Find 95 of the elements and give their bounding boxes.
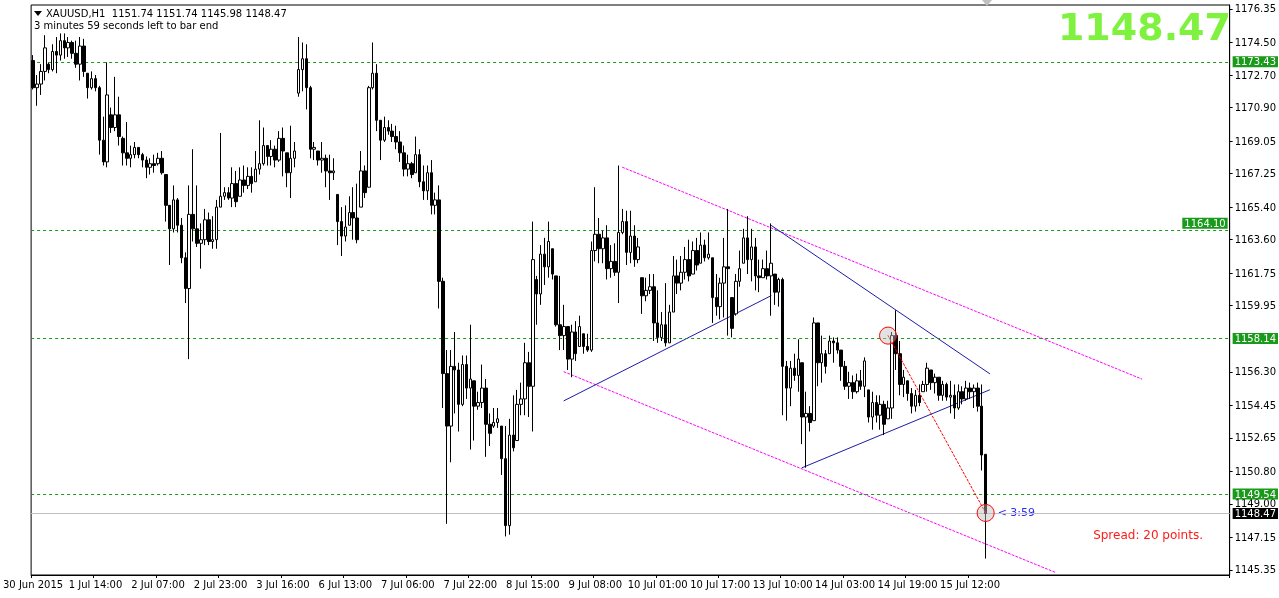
y-tick-label: 1163.60 [1234,234,1277,246]
ref-line-label: 1164.10 [1184,218,1226,230]
candlestick [972,383,976,409]
candlestick [289,125,292,199]
candlestick [66,36,70,58]
candlestick [769,222,773,317]
candlestick [531,221,535,432]
ref-line-label: 1148.47 [1234,507,1277,519]
candlestick [230,166,234,208]
ref-line-label: 1149.54 [1234,488,1277,500]
x-tick-label: 10 Jul 17:00 [690,578,751,590]
candlestick [55,36,58,74]
candlestick [605,224,609,280]
candlestick [269,139,273,166]
y-tick-label: 1172.70 [1234,69,1277,81]
y-tick-label: 1169.05 [1234,135,1277,147]
x-tick-label: 14 Jul 19:00 [877,578,938,590]
x-tick-label: 13 Jul 10:00 [752,578,813,590]
candlestick [523,342,527,416]
candlestick [832,336,835,364]
x-tick-label: 2 Jul 07:00 [131,578,185,590]
candlestick [145,155,148,179]
candlestick [242,165,246,194]
x-tick-label: 14 Jul 03:00 [815,578,876,590]
candlestick [617,165,620,304]
annotation: 1148.47 [1057,5,1231,49]
candlestick [86,72,89,100]
y-tick-label: 1170.90 [1234,102,1277,114]
candlestick [246,166,250,190]
candlestick [105,61,109,168]
y-tick-label: 1145.35 [1234,564,1277,576]
y-tick-label: 1147.15 [1234,531,1277,543]
candlestick [207,212,211,246]
x-tick-label: 7 Jul 22:00 [443,578,498,590]
candlestick [125,121,129,166]
candlestick [355,183,359,244]
y-tick-label: 1174.50 [1234,36,1277,48]
x-tick-label: 15 Jul 12:00 [940,578,1001,590]
candlestick [941,380,944,402]
candlestick [953,383,956,420]
x-tick-label: 30 Jun 2015 [3,578,64,590]
y-tick-label: 1176.35 [1234,3,1277,15]
y-tick-label: 1152.65 [1234,432,1277,444]
candlestick [558,275,562,351]
candlestick [652,273,656,342]
x-tick-label: 7 Jul 06:00 [381,578,435,590]
y-tick-label: 1165.40 [1234,201,1277,213]
candlestick [664,282,667,347]
candlestick [160,150,164,176]
x-tick-label: 10 Jul 01:00 [627,578,688,590]
candlestick [625,210,628,266]
candlestick [863,356,866,398]
y-tick-label: 1154.45 [1234,399,1277,411]
candlestick [570,324,574,378]
y-tick-label: 1149.00 [1234,498,1277,510]
candlestick [851,374,855,400]
candlestick [63,32,66,60]
candlestick [629,210,632,264]
candlestick [469,324,472,451]
annotation: 3 minutes 59 seconds left to bar end [34,19,219,31]
candlestick [148,157,152,176]
annotation: Spread: 20 points. [1093,528,1204,542]
candlestick [937,376,941,402]
y-tick-label: 1156.30 [1234,366,1277,378]
candlestick [640,277,644,315]
candlestick [78,36,82,81]
x-tick-label: 9 Jul 08:00 [568,578,623,590]
candlestick [152,154,156,174]
x-tick-label: 2 Jul 23:00 [193,578,248,590]
y-tick-label: 1161.75 [1234,267,1277,279]
candlestick [430,159,433,215]
x-tick-label: 3 Jul 16:00 [256,578,310,590]
candlestick [496,407,499,429]
candlestick [234,170,238,208]
y-tick-label: 1167.25 [1234,168,1277,180]
ref-line-label: 1173.43 [1234,56,1277,68]
x-tick-label: 8 Jul 15:00 [505,578,560,590]
candlestick [281,127,285,177]
candlestick [359,150,363,208]
candlestick [328,154,332,201]
x-tick-label: 6 Jul 13:00 [318,578,373,590]
candlestick [878,394,882,431]
candlestick [726,208,730,337]
candlestick [351,186,355,241]
candlestick [297,36,300,98]
candlestick [871,391,874,431]
candlestick [964,380,968,402]
y-tick-label: 1150.80 [1234,465,1277,477]
candlestick [925,362,929,393]
annotation: XAUUSD,H1 1151.74 1151.74 1145.98 1148.47 [46,7,287,19]
x-tick-label: 1 Jul 14:00 [68,578,123,590]
candlestick [82,38,86,78]
ref-line-label: 1158.14 [1234,333,1277,344]
candlestick [687,239,691,282]
y-tick-label: 1159.95 [1234,300,1277,312]
